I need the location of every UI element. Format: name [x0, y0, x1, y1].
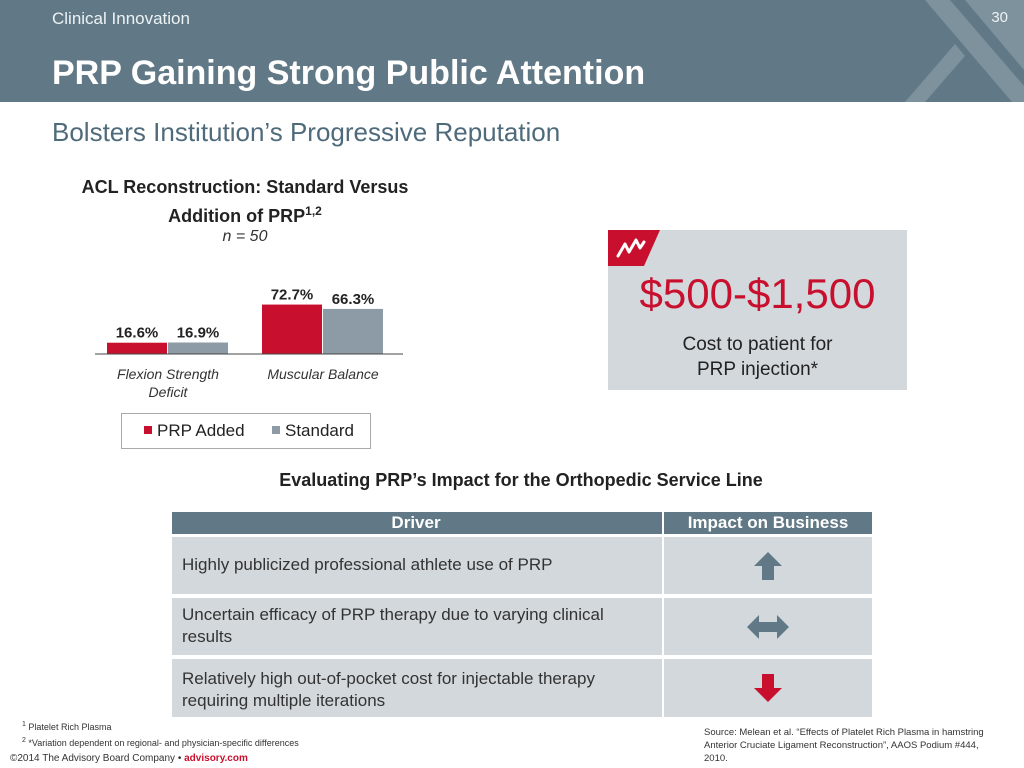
- trend-zigzag-icon: [608, 230, 660, 266]
- driver-cell: Uncertain efficacy of PRP therapy due to…: [182, 605, 604, 646]
- impact-cell: [662, 659, 872, 717]
- chart-sample-size: n = 50: [222, 228, 268, 245]
- driver-cell: Highly publicized professional athlete u…: [182, 555, 553, 574]
- chart-title-line2: Addition of PRP1,2: [168, 204, 322, 226]
- chart-title: ACL Reconstruction: Standard Versus Addi…: [40, 175, 450, 228]
- legend-swatch-prp-added: [144, 426, 152, 434]
- footnote-2: 2 *Variation dependent on regional- and …: [22, 737, 299, 748]
- slide-subtitle: Bolsters Institution’s Progressive Reput…: [52, 117, 561, 147]
- section-label: Clinical Innovation: [52, 9, 190, 28]
- bar-chart: 16.6% 16.9% Flexion Strength Deficit 72.7% 66…: [95, 287, 403, 400]
- bar-prp-added-2: [262, 304, 322, 354]
- table-title: Evaluating PRP’s Impact for the Orthoped…: [279, 470, 763, 490]
- left-right-arrow-icon: [747, 614, 789, 639]
- category-label: Muscular Balance: [267, 366, 378, 382]
- table-header: Driver Impact on Business: [172, 512, 872, 534]
- chart-title-line1: ACL Reconstruction: Standard Versus: [81, 177, 409, 197]
- page-number: 30: [991, 9, 1008, 26]
- legend-item-prp-added: PRP Added: [144, 421, 245, 441]
- header-impact: Impact on Business: [662, 512, 872, 534]
- cost-caption-line1: Cost to patient for: [682, 334, 833, 355]
- footnote-1: 1 Platelet Rich Plasma: [22, 721, 112, 732]
- copyright: ©2014 The Advisory Board Company • advis…: [10, 753, 248, 764]
- bar-standard-2: [323, 308, 383, 354]
- driver-cell: Relatively high out-of-pocket cost for i…: [182, 669, 595, 710]
- legend-item-standard: Standard: [272, 421, 354, 441]
- cost-caption-line2: PRP injection*: [696, 359, 819, 380]
- header-driver: Driver: [391, 513, 441, 532]
- down-arrow-icon: [754, 674, 782, 702]
- footnotes: 1 Platelet Rich Plasma 2 *Variation depe…: [22, 718, 299, 750]
- category-label: Deficit: [149, 384, 189, 400]
- cost-callout: $500-$1,500 Cost to patient for PRP inje…: [608, 230, 907, 390]
- impact-cell: [662, 537, 872, 594]
- up-arrow-icon: [754, 551, 782, 580]
- impact-cell: [662, 598, 872, 655]
- cost-value: $500-$1,500: [639, 270, 876, 317]
- legend-swatch-standard: [272, 426, 280, 434]
- data-label: 72.7%: [271, 287, 314, 304]
- data-label: 66.3%: [332, 291, 375, 308]
- data-label: 16.6%: [116, 325, 159, 342]
- advisory-link[interactable]: advisory.com: [184, 753, 248, 764]
- header-bar: Clinical Innovation 30 PRP Gaining Stron…: [0, 0, 1024, 102]
- table-row: Relatively high out-of-pocket cost for i…: [172, 659, 872, 717]
- category-label: Flexion Strength: [117, 366, 219, 382]
- chart-legend: PRP Added Standard: [121, 413, 371, 449]
- table-row: Highly publicized professional athlete u…: [172, 537, 872, 594]
- cost-caption: Cost to patient for PRP injection*: [608, 332, 907, 382]
- advisory-board-logo: [905, 0, 1024, 102]
- bar-prp-added-1: [107, 342, 167, 354]
- chart-title-footnote: 1,2: [305, 204, 322, 218]
- table-row: Uncertain efficacy of PRP therapy due to…: [172, 598, 872, 655]
- source-citation: Source: Melean et al. “Effects of Platel…: [704, 727, 984, 764]
- data-label: 16.9%: [177, 325, 220, 342]
- slide-title: PRP Gaining Strong Public Attention: [52, 54, 646, 92]
- bar-standard-1: [168, 342, 228, 354]
